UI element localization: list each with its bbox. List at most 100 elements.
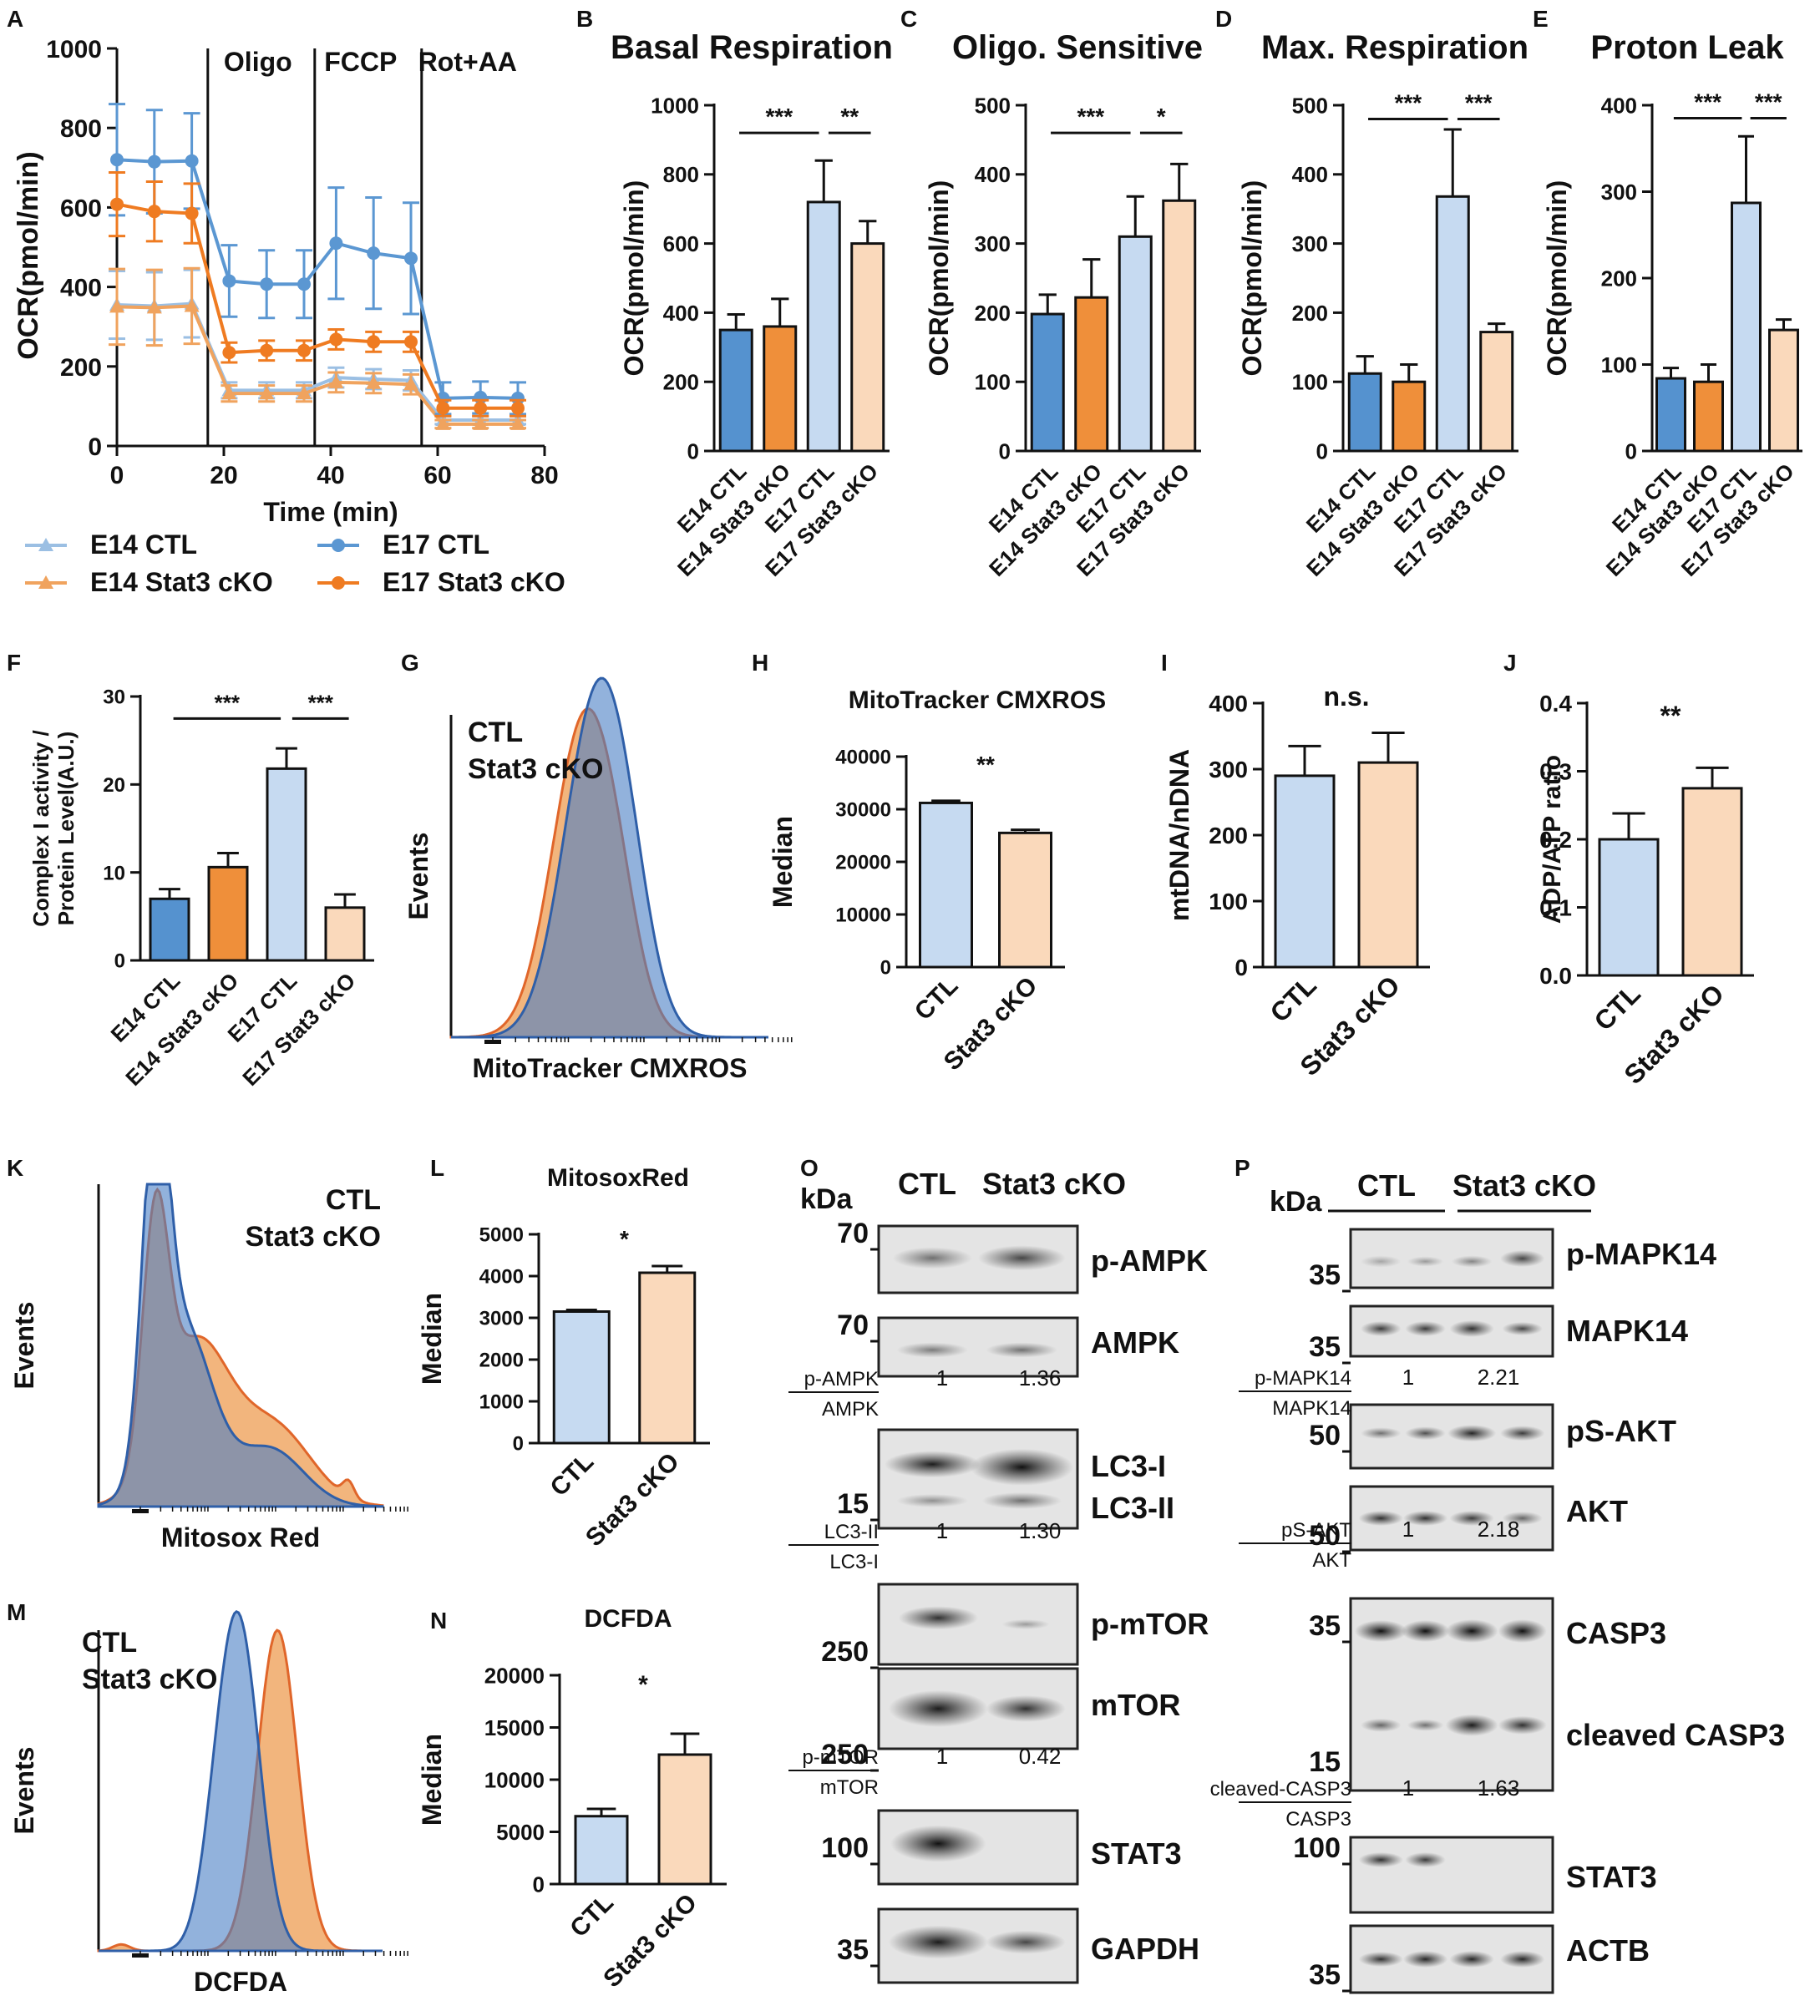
bar-e14-stat3-cko xyxy=(207,865,249,962)
y-tick-label: 100 xyxy=(1292,370,1328,395)
marker-label: 100 xyxy=(1293,1832,1341,1864)
panel-letter-o: O xyxy=(800,1155,819,1181)
y-tick-label: 500 xyxy=(1292,93,1328,118)
bar-ctl xyxy=(919,801,973,969)
legend-marker xyxy=(332,576,345,590)
y-tick-label: 400 xyxy=(1601,93,1637,118)
y-tick-label: 10000 xyxy=(835,904,891,927)
y-tick-label: 100 xyxy=(1601,352,1637,377)
data-point xyxy=(474,401,488,415)
bar-ctl xyxy=(574,1815,629,1886)
data-point xyxy=(184,298,200,312)
panel-letter-m: M xyxy=(7,1599,26,1625)
ratio-value: 1 xyxy=(936,1518,948,1543)
y-tick-label: 5000 xyxy=(479,1224,524,1247)
protein-band xyxy=(1500,1250,1545,1267)
significance-label: * xyxy=(638,1671,648,1699)
y-tick-label: 1000 xyxy=(651,93,699,118)
bar-e14-ctl xyxy=(718,328,753,453)
legend-stat3-cko: Stat3 cKO xyxy=(82,1664,218,1695)
y-tick-label: 200 xyxy=(60,354,102,382)
x-tick-label: 0 xyxy=(110,462,124,489)
y-tick-label: 0 xyxy=(1316,438,1328,463)
y-tick-label: 0 xyxy=(880,957,891,980)
y-tick-label: 0 xyxy=(114,950,125,973)
marker-label: 15 xyxy=(837,1488,869,1520)
protein-band xyxy=(1500,1426,1545,1441)
data-point xyxy=(185,154,199,168)
y-tick-label: 40000 xyxy=(835,747,891,769)
injection-label: Oligo xyxy=(224,47,292,77)
y-axis-label: Events xyxy=(403,833,433,920)
protein-band xyxy=(1447,1425,1497,1442)
protein-band xyxy=(1500,1951,1545,1968)
y-axis-label: Median xyxy=(768,816,798,908)
ratio-value: 1 xyxy=(936,1365,948,1390)
ratio-denominator: AKT xyxy=(1312,1549,1351,1572)
band-label: AKT xyxy=(1566,1494,1628,1528)
x-tick-label: 20 xyxy=(210,462,237,489)
bar-e17-ctl xyxy=(266,767,307,962)
panel-letter-a: A xyxy=(7,6,23,32)
protein-band xyxy=(1358,1852,1403,1867)
legend-ctl: CTL xyxy=(82,1627,137,1659)
category-label: CTL xyxy=(1589,978,1646,1036)
protein-band xyxy=(890,1825,986,1862)
y-tick-label: 1000 xyxy=(46,36,102,63)
band-label: STAT3 xyxy=(1566,1860,1657,1894)
bar-e17-stat3-cko xyxy=(324,906,366,962)
ratio-numerator: LC3-II xyxy=(824,1521,879,1543)
data-point xyxy=(511,401,525,415)
lane-label-ctl: CTL xyxy=(898,1167,956,1201)
data-point xyxy=(297,386,312,400)
bar-e17-ctl xyxy=(1435,195,1470,453)
protein-band xyxy=(1001,1619,1050,1629)
histogram-ctl xyxy=(451,676,768,1039)
protein-band xyxy=(888,1925,988,1959)
injection-label: FCCP xyxy=(324,47,397,77)
protein-band xyxy=(970,1448,1074,1486)
data-point xyxy=(109,299,124,313)
y-axis-label: ADP/ATP ratio xyxy=(1539,755,1566,924)
band-label: p-MAPK14 xyxy=(1566,1237,1716,1271)
legend-ctl: CTL xyxy=(326,1184,381,1216)
y-tick-label: 100 xyxy=(1209,889,1248,914)
panel-letter-c: C xyxy=(900,6,917,32)
protein-band xyxy=(1449,1511,1494,1526)
band-label: pS-AKT xyxy=(1566,1414,1676,1448)
marker-label: 50 xyxy=(1309,1520,1341,1552)
data-point xyxy=(147,205,161,219)
y-axis-label: Events xyxy=(9,1747,39,1835)
marker-label: 100 xyxy=(821,1832,869,1864)
band-label: STAT3 xyxy=(1091,1836,1182,1871)
panel-letter-d: D xyxy=(1215,6,1232,32)
protein-band xyxy=(1361,1718,1402,1732)
legend-marker xyxy=(38,538,53,551)
data-point xyxy=(328,374,344,388)
data-point xyxy=(436,401,450,415)
significance-label: *** xyxy=(215,690,241,715)
significance-label: n.s. xyxy=(1323,681,1369,712)
band-label: p-mTOR xyxy=(1091,1607,1209,1641)
y-tick-label: 300 xyxy=(1601,180,1637,205)
protein-band xyxy=(1402,1951,1448,1968)
data-point xyxy=(110,197,124,211)
y-tick-label: 0 xyxy=(1625,438,1637,463)
band-label: LC3-II xyxy=(1091,1491,1174,1525)
chart-title: Proton Leak xyxy=(1590,29,1784,66)
legend-stat3-cko: Stat3 cKO xyxy=(246,1221,382,1253)
category-label: Stat3 cKO xyxy=(580,1448,685,1553)
y-axis-label: OCR(pmol/min) xyxy=(619,180,649,377)
y-tick-label: 600 xyxy=(60,195,102,222)
panel-letter-h: H xyxy=(752,650,768,676)
protein-band xyxy=(1449,1320,1494,1337)
y-tick-label: 0 xyxy=(88,433,102,461)
ratio-numerator: p-mTOR xyxy=(802,1746,879,1769)
y-axis-label: mtDNA/nDNA xyxy=(1164,749,1194,921)
y-tick-label: 0.1 xyxy=(1539,895,1572,921)
panel-letter-n: N xyxy=(430,1608,447,1634)
protein-band xyxy=(888,1690,988,1727)
protein-band xyxy=(1361,1427,1402,1440)
chart-title: Max. Respiration xyxy=(1261,29,1528,66)
